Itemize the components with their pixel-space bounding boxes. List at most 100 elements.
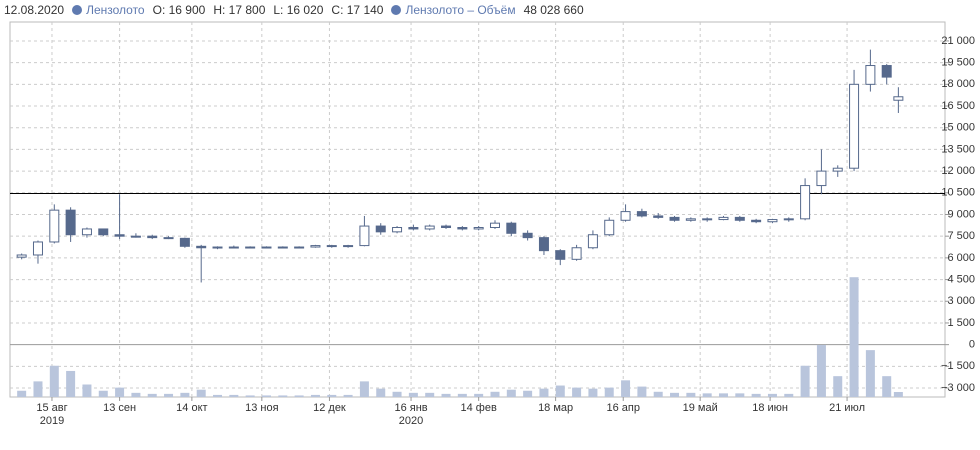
- candle-body: [32, 241, 43, 256]
- candle-body: [408, 227, 419, 230]
- volume-bar: [343, 394, 353, 397]
- y-tick-label: 4 500: [947, 273, 975, 285]
- y-tick-label: 19 500: [941, 57, 975, 69]
- candle-body: [375, 225, 386, 233]
- candle-body: [16, 254, 27, 258]
- legend-series: Лензолото: [86, 3, 145, 17]
- candle-body: [620, 211, 631, 221]
- volume-bar: [441, 393, 451, 397]
- volume-bar: [767, 393, 777, 397]
- legend-dot: [72, 5, 83, 15]
- volume-bar: [147, 393, 157, 397]
- candle-body: [718, 216, 729, 221]
- volume-bar: [392, 391, 402, 397]
- candle-body: [669, 216, 680, 221]
- volume-bar: [294, 395, 304, 397]
- candle-body: [587, 234, 598, 249]
- x-year-label: 2019: [40, 415, 64, 427]
- volume-bar: [816, 344, 826, 397]
- candle-body: [147, 235, 158, 239]
- volume-bar: [408, 392, 418, 397]
- candle-body: [163, 237, 174, 240]
- volume-bar: [425, 392, 435, 397]
- candle-body: [179, 237, 190, 247]
- candle-body: [555, 250, 566, 260]
- candle-body: [343, 245, 354, 248]
- volume-bar: [604, 387, 614, 397]
- x-tick-label: 16 апр: [606, 402, 639, 414]
- volume-bar: [196, 389, 206, 397]
- volume-bar: [621, 380, 631, 397]
- volume-bar: [131, 392, 141, 397]
- legend-volume: 48 028 660: [523, 3, 584, 17]
- x-tick-label: 18 июн: [752, 402, 788, 414]
- x-tick-label: 15 авг: [36, 402, 67, 414]
- candle-body: [130, 235, 141, 238]
- candle-body: [571, 247, 582, 260]
- candle-body: [261, 246, 272, 249]
- candle-body: [767, 219, 778, 223]
- candle-body: [604, 219, 615, 236]
- candle-body: [310, 245, 321, 248]
- volume-bar: [310, 394, 320, 397]
- volume-bar: [865, 350, 875, 397]
- volume-bar: [98, 390, 108, 397]
- candle-body: [800, 185, 811, 220]
- legend-high: H: 17 800: [213, 3, 266, 17]
- candle-body: [49, 209, 60, 243]
- volume-bar: [833, 376, 843, 397]
- candle-body: [734, 216, 745, 221]
- y-tick-label: 3 000: [947, 295, 975, 307]
- volume-bar: [66, 370, 76, 397]
- volume-bar: [784, 393, 794, 397]
- candle-body: [277, 246, 288, 249]
- candle-body: [457, 227, 468, 230]
- candle-body: [81, 228, 92, 236]
- y-tick-label: 7 500: [947, 230, 975, 242]
- volume-bar: [278, 395, 288, 397]
- legend: 12.08.2020 Лензолото O: 16 900 H: 17 800…: [4, 3, 584, 17]
- candle-body: [294, 246, 305, 249]
- y-tick-label: 1 500: [947, 317, 975, 329]
- volume-bar: [180, 392, 190, 397]
- volume-bar: [800, 365, 810, 397]
- x-tick-label: 13 сен: [103, 402, 136, 414]
- volume-bar: [572, 387, 582, 397]
- x-tick-label: 16 янв: [394, 402, 427, 414]
- legend-open: O: 16 900: [152, 3, 206, 17]
- volume-bar: [474, 393, 484, 397]
- candle-body: [98, 228, 109, 236]
- volume-bar: [213, 394, 223, 397]
- candle-body: [196, 245, 207, 249]
- y-tick-label: 0: [969, 339, 975, 351]
- legend-close: C: 17 140: [331, 3, 384, 17]
- x-tick-label: 14 фев: [461, 402, 497, 414]
- candle-body: [832, 167, 843, 172]
- x-tick-label: 12 дек: [313, 402, 346, 414]
- volume-bar: [539, 388, 549, 397]
- x-tick-label: 19 май: [683, 402, 718, 414]
- candle-body: [359, 225, 370, 247]
- volume-bar: [261, 395, 271, 397]
- volume-bar: [718, 393, 728, 397]
- legend-volume-series: Лензолото – Объём: [405, 3, 516, 17]
- volume-bar: [849, 277, 859, 397]
- candle-body: [441, 225, 452, 229]
- candle-body: [212, 246, 223, 249]
- y-tick-label: −3 000: [941, 382, 975, 394]
- volume-bar: [82, 384, 92, 397]
- candle-body: [473, 227, 484, 230]
- candle-body: [228, 246, 239, 249]
- legend-low: L: 16 020: [273, 3, 324, 17]
- candle-body: [783, 218, 794, 221]
- candle-body: [392, 227, 403, 233]
- volume-bar: [893, 391, 903, 397]
- volume-bar: [670, 392, 680, 397]
- candle-body: [114, 234, 125, 237]
- x-tick-label: 21 июл: [829, 402, 865, 414]
- y-tick-label: 10 500: [941, 187, 975, 199]
- volume-bar: [653, 391, 663, 397]
- volume-bar: [49, 365, 59, 397]
- volume-bar: [245, 395, 255, 397]
- candle-body: [489, 222, 500, 229]
